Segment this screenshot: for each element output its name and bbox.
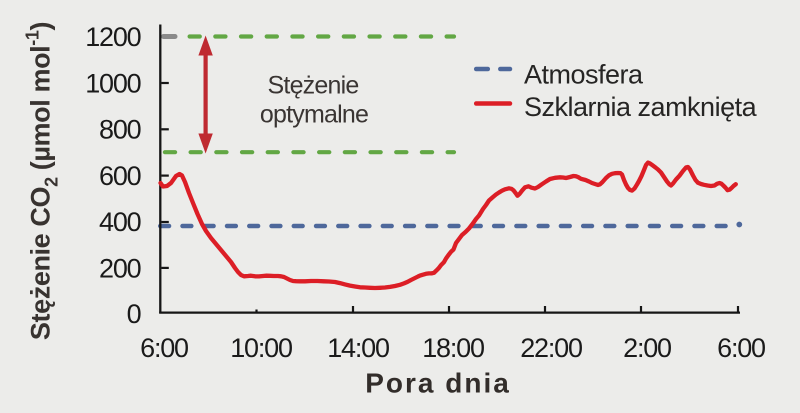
svg-text:18:00: 18:00	[422, 333, 484, 363]
svg-text:1000: 1000	[85, 68, 140, 98]
svg-text:2:00: 2:00	[623, 333, 671, 363]
svg-text:Pora dnia: Pora dnia	[365, 368, 511, 399]
svg-text:Stężenie: Stężenie	[268, 72, 359, 100]
svg-text:6:00: 6:00	[140, 333, 188, 363]
svg-text:0: 0	[127, 299, 141, 329]
svg-text:14:00: 14:00	[327, 333, 389, 363]
svg-text:22:00: 22:00	[520, 333, 582, 363]
svg-text:800: 800	[99, 115, 141, 145]
svg-text:10:00: 10:00	[230, 333, 292, 363]
svg-text:optymalne: optymalne	[260, 101, 368, 129]
svg-text:Szklarnia zamknięta: Szklarnia zamknięta	[524, 92, 758, 122]
svg-text:6:00: 6:00	[717, 333, 765, 363]
svg-text:400: 400	[99, 207, 141, 237]
svg-text:200: 200	[99, 254, 141, 284]
svg-text:1200: 1200	[85, 22, 140, 52]
svg-text:Atmosfera: Atmosfera	[524, 60, 644, 90]
svg-text:600: 600	[99, 161, 141, 191]
